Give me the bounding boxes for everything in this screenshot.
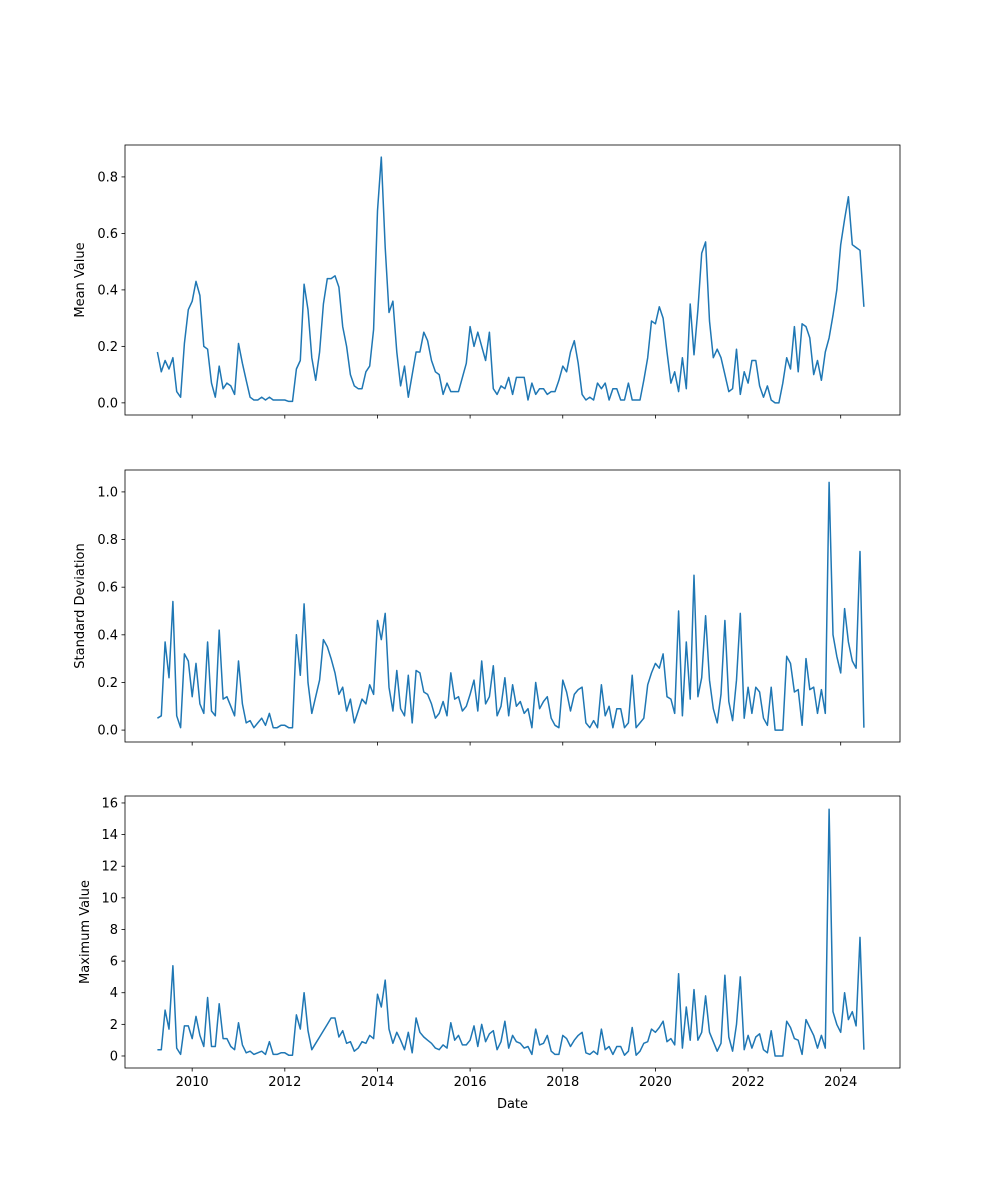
- x-tick-label: 2024: [824, 1075, 857, 1090]
- y-tick-label: 2: [110, 1018, 118, 1033]
- y-tick-label: 0.8: [97, 170, 118, 185]
- y-axis-label: Standard Deviation: [73, 543, 88, 668]
- y-tick-label: 8: [110, 923, 118, 938]
- y-tick-label: 0.8: [97, 533, 118, 548]
- y-tick-label: 1.0: [97, 485, 118, 500]
- y-tick-label: 10: [101, 891, 118, 906]
- y-axis-label: Maximum Value: [78, 880, 93, 984]
- y-tick-label: 6: [110, 955, 118, 970]
- series-line: [156, 156, 865, 404]
- axes-frame: [124, 795, 901, 1069]
- y-tick-label: 12: [101, 860, 118, 875]
- series-line: [157, 808, 865, 1057]
- subplot-1: 0.0 0.2 0.4 0.6 0.8 Mean Value: [73, 144, 901, 419]
- x-tick-label: 2016: [454, 1075, 487, 1090]
- y-tick-label: 0.2: [97, 340, 118, 355]
- y-tick-label: 0.0: [97, 396, 118, 411]
- y-tick-label: 4: [110, 986, 118, 1001]
- y-tick-label: 0.6: [97, 581, 118, 596]
- y-tick-label: 0: [110, 1049, 118, 1064]
- y-tick-label: 0.4: [97, 628, 118, 643]
- y-tick-label: 0.6: [97, 227, 118, 242]
- axes-frame: [124, 144, 901, 416]
- x-tick-label: 2014: [361, 1075, 394, 1090]
- series-line: [157, 481, 865, 731]
- y-tick-label: 14: [101, 828, 118, 843]
- axes-frame: [124, 469, 901, 743]
- x-tick-label: 2018: [546, 1075, 579, 1090]
- subplot-2: 0.0 0.2 0.4 0.6 0.8 1.0 Standard Deviation: [73, 469, 901, 746]
- x-tick-label: 2010: [176, 1075, 209, 1090]
- subplot-3: 0 2 4 6 8 10 12 14 16 2010 2012 2014 2016 2018 2020 202…: [78, 795, 901, 1090]
- y-tick-label: 0.4: [97, 283, 118, 298]
- y-axis-label: Mean Value: [73, 242, 88, 317]
- y-tick-label: 0.2: [97, 676, 118, 691]
- x-tick-label: 2022: [732, 1075, 765, 1090]
- x-tick-label: 2020: [639, 1075, 672, 1090]
- x-tick-label: 2012: [268, 1075, 301, 1090]
- y-tick-label: 0.0: [97, 724, 118, 739]
- y-tick-label: 16: [101, 796, 118, 811]
- x-axis-label: Date: [497, 1097, 528, 1112]
